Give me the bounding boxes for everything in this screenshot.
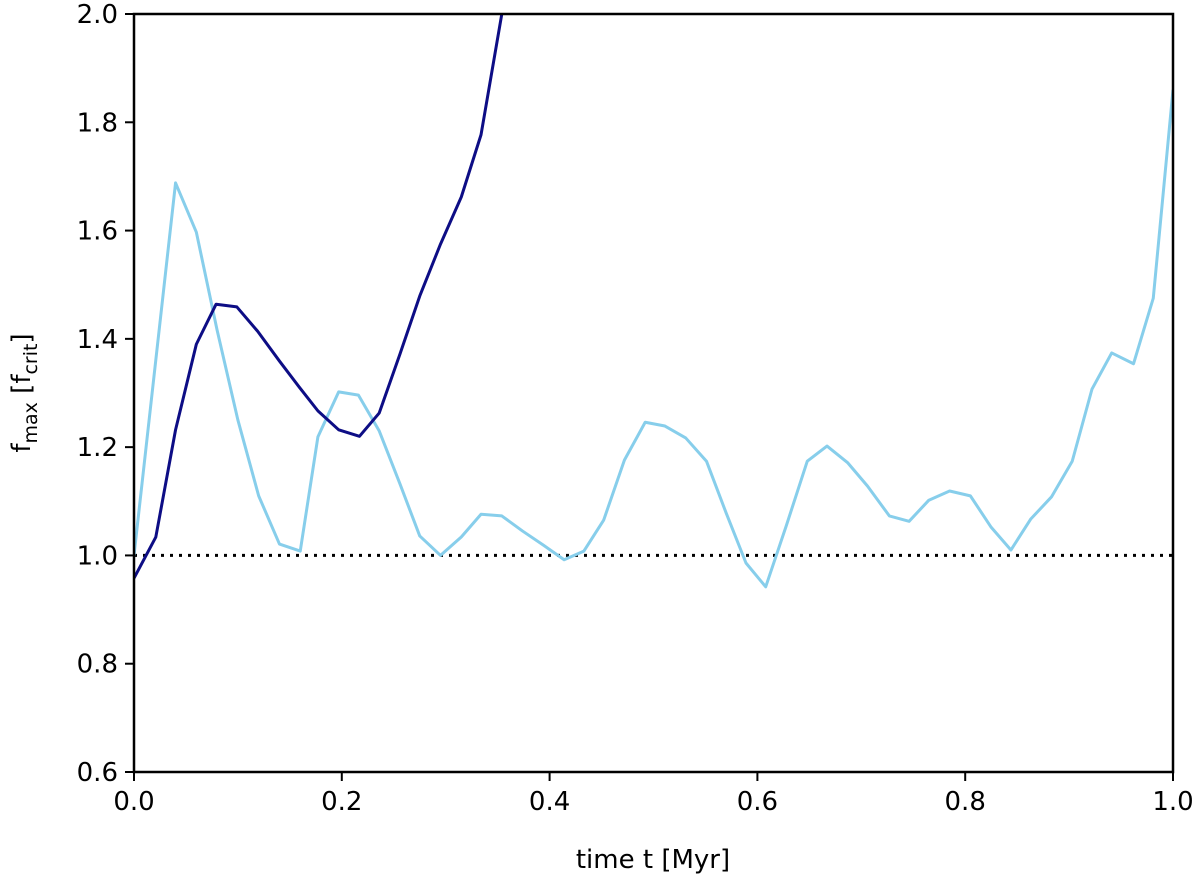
y-label-part: ] (7, 333, 37, 343)
x-axis-label: time t [Myr] (576, 845, 730, 875)
plot-frame (132, 12, 1175, 774)
y-tick-label: 1.0 (77, 541, 118, 571)
y-axis-label: fmax [fcrit] (7, 333, 42, 452)
series-line (134, 89, 1173, 589)
y-tick-label: 1.8 (77, 108, 118, 138)
y-tick-label: 1.6 (77, 217, 118, 247)
y-label-part: [f (7, 374, 37, 402)
series-line (134, 14, 504, 579)
y-label-part: f (7, 443, 37, 453)
x-tick-label: 0.6 (737, 787, 778, 817)
y-tick-label: 0.6 (77, 758, 118, 788)
x-tick-label: 0.0 (113, 787, 154, 817)
x-tick-label: 0.2 (321, 787, 362, 817)
y-label-sub: crit (20, 344, 42, 375)
y-tick-label: 2.0 (77, 0, 118, 30)
plot-area (134, 14, 1173, 589)
y-tick-label: 1.4 (77, 325, 118, 355)
x-tick-label: 0.8 (945, 787, 986, 817)
y-label-sub: max (20, 402, 42, 443)
x-tick-label: 1.0 (1152, 787, 1193, 817)
y-tick-label: 1.2 (77, 433, 118, 463)
y-tick-label: 0.8 (77, 650, 118, 680)
x-tick-label: 0.4 (529, 787, 570, 817)
